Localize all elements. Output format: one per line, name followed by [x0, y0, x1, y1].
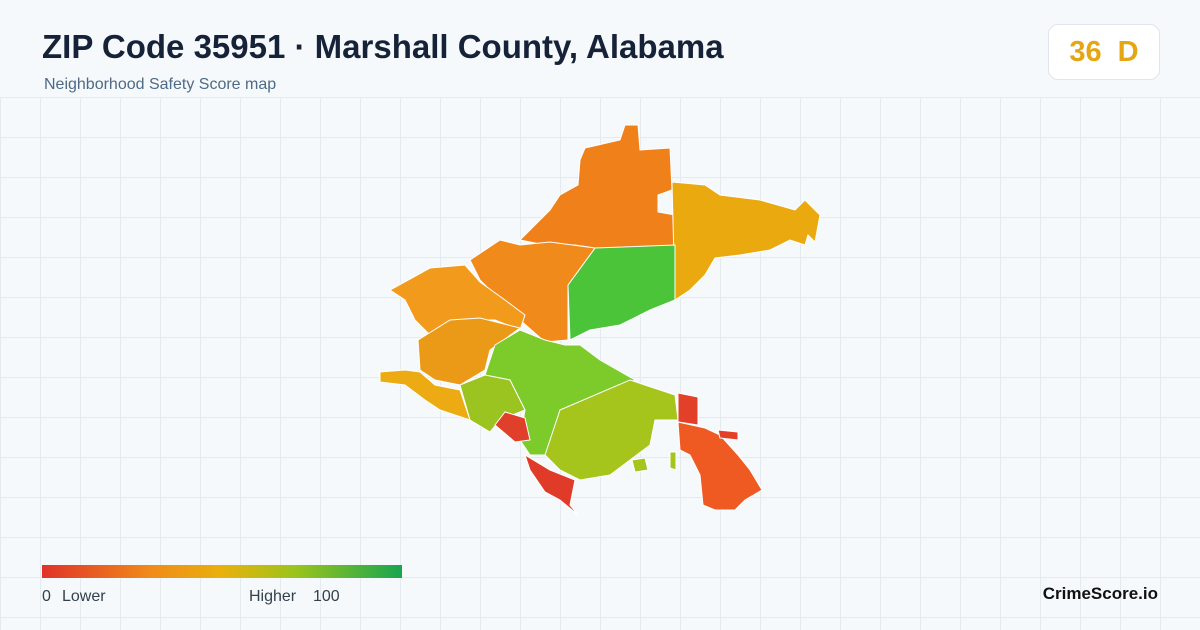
region — [518, 124, 676, 249]
title: ZIP Code 35951 · Marshall County, Alabam… — [42, 28, 724, 65]
legend-min-label: Lower — [62, 588, 106, 605]
region — [671, 181, 821, 301]
region — [524, 453, 579, 516]
region — [494, 411, 531, 443]
score-value: 36 — [1069, 35, 1102, 68]
region — [669, 451, 677, 471]
region — [677, 392, 699, 426]
region — [544, 379, 679, 481]
score-grade: D — [1117, 35, 1139, 68]
region — [717, 429, 739, 441]
subtitle: Neighborhood Safety Score map — [44, 76, 277, 93]
legend-min: 0 — [42, 588, 51, 605]
score-badge: 36 D — [1048, 24, 1160, 80]
region — [379, 369, 471, 421]
legend-max-label: Higher — [249, 588, 297, 605]
legend-max: 100 — [313, 588, 340, 605]
brand: CrimeScore.io — [1042, 584, 1158, 603]
region — [631, 457, 649, 473]
region — [417, 317, 522, 386]
legend-gradient — [42, 565, 402, 578]
region — [567, 244, 676, 341]
